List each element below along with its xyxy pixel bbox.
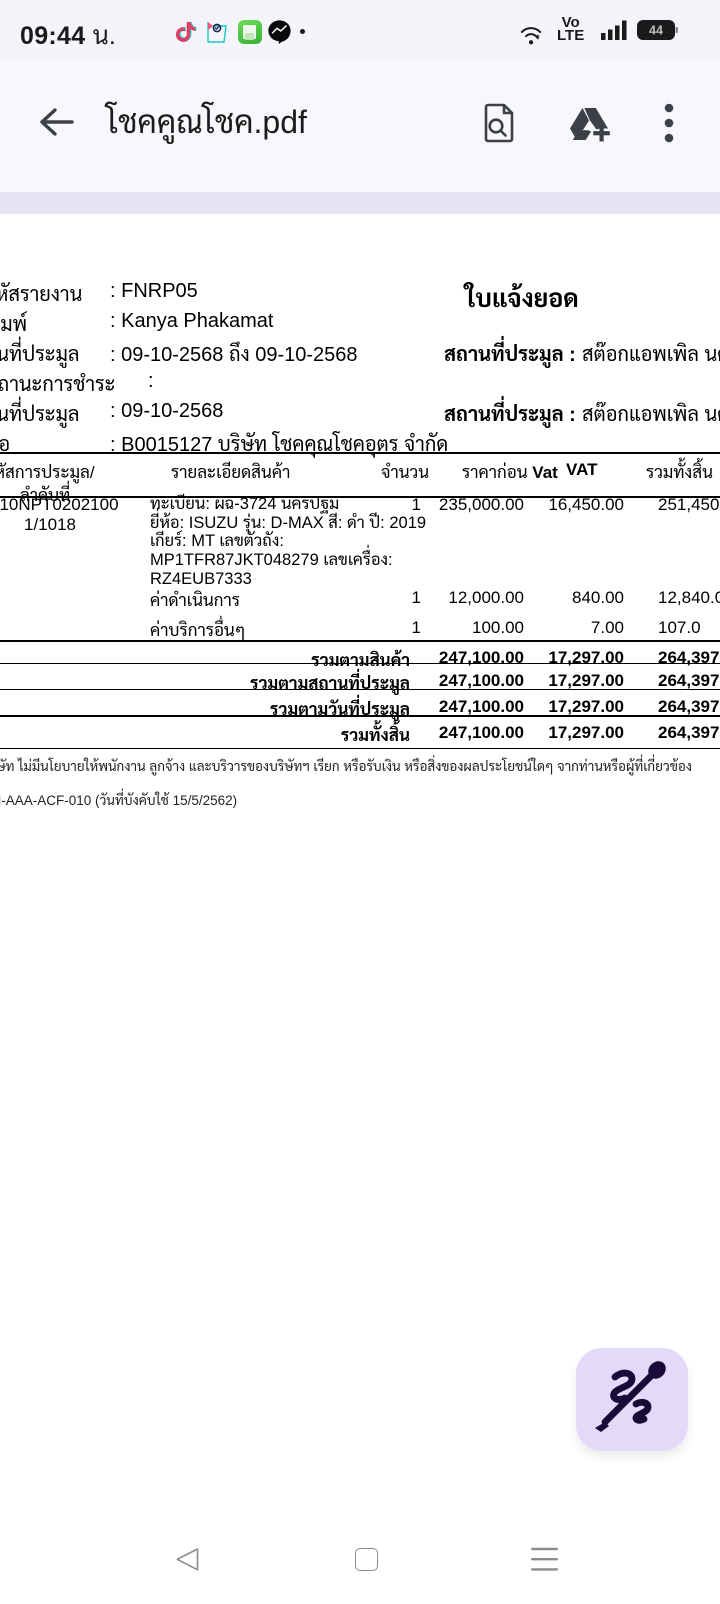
svg-text:44: 44	[649, 24, 663, 38]
